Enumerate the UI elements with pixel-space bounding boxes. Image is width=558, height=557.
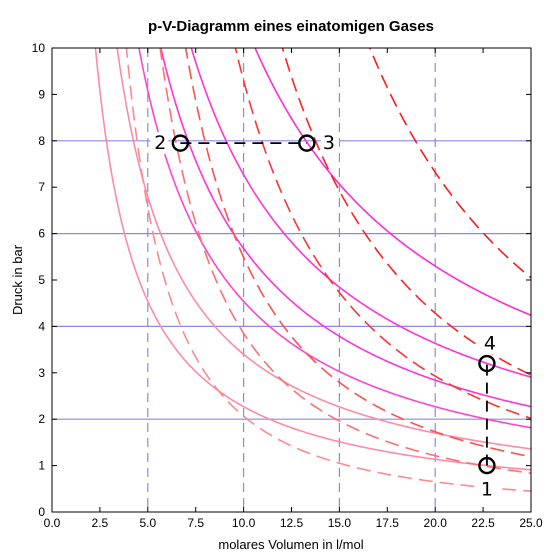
isotherm-curve [138,48,531,429]
x-tick-label: 17.5 [376,516,400,530]
y-tick-label: 3 [38,366,45,380]
adiabat-curve [125,48,531,492]
y-tick-label: 6 [38,227,45,241]
state-point-marker [171,134,190,152]
isotherm-curve [116,48,531,450]
point-label-background [320,132,339,155]
state-point-label: 1 [481,479,493,501]
grid [52,48,531,512]
x-axis-label: molares Volumen in l/mol [218,537,363,552]
adiabat-curve [159,48,531,474]
y-tick-label: 0 [38,505,45,519]
adiabat-curve [368,48,531,279]
isotherm-curve [190,48,531,378]
state-points: 1 2 3 4 [150,132,499,501]
x-tick-label: 10.0 [232,516,256,530]
state-point-label: 3 [323,132,335,154]
x-tick-label: 15.0 [328,516,352,530]
state-point-label: 2 [154,132,166,154]
y-tick-label: 9 [38,87,45,101]
x-tick-label: 25.0 [519,516,543,530]
x-tick-label: 2.5 [92,516,109,530]
point-label-background [480,332,499,355]
isotherm-curve [94,48,531,471]
x-tick-label: 20.0 [424,516,448,530]
adiabat-curve [184,48,531,458]
x-tick-label: 12.5 [280,516,304,530]
y-tick-label: 1 [38,459,45,473]
y-tick-label: 5 [38,273,45,287]
y-tick-label: 8 [38,134,45,148]
axis-ticks: 0.0 2.5 5.0 7.5 10.0 12.5 15.0 17.5 20.0 22.5 25.0… [32,41,543,530]
y-axis-label: Druck in bar [10,244,25,315]
y-tick-label: 7 [38,180,45,194]
x-tick-label: 22.5 [471,516,495,530]
y-tick-label: 10 [32,41,46,55]
y-tick-label: 2 [38,412,45,426]
isotherm-curve [160,48,531,408]
state-point-label: 4 [484,333,496,355]
state-point-marker [298,134,316,152]
state-point-marker [478,354,496,373]
x-tick-label: 0.0 [44,516,61,530]
x-tick-label: 7.5 [187,516,204,530]
state-point-marker [478,456,496,475]
adiabat-curve [234,48,531,420]
x-tick-label: 5.0 [139,516,156,530]
connectors [180,142,488,466]
point-label-background [477,478,496,501]
isotherm-curve [254,48,531,317]
chart-title: p-V-Diagramm eines einatomigen Gases [148,18,434,35]
y-tick-label: 4 [38,319,45,333]
point-label-background [150,132,169,155]
plot-area [52,48,531,512]
